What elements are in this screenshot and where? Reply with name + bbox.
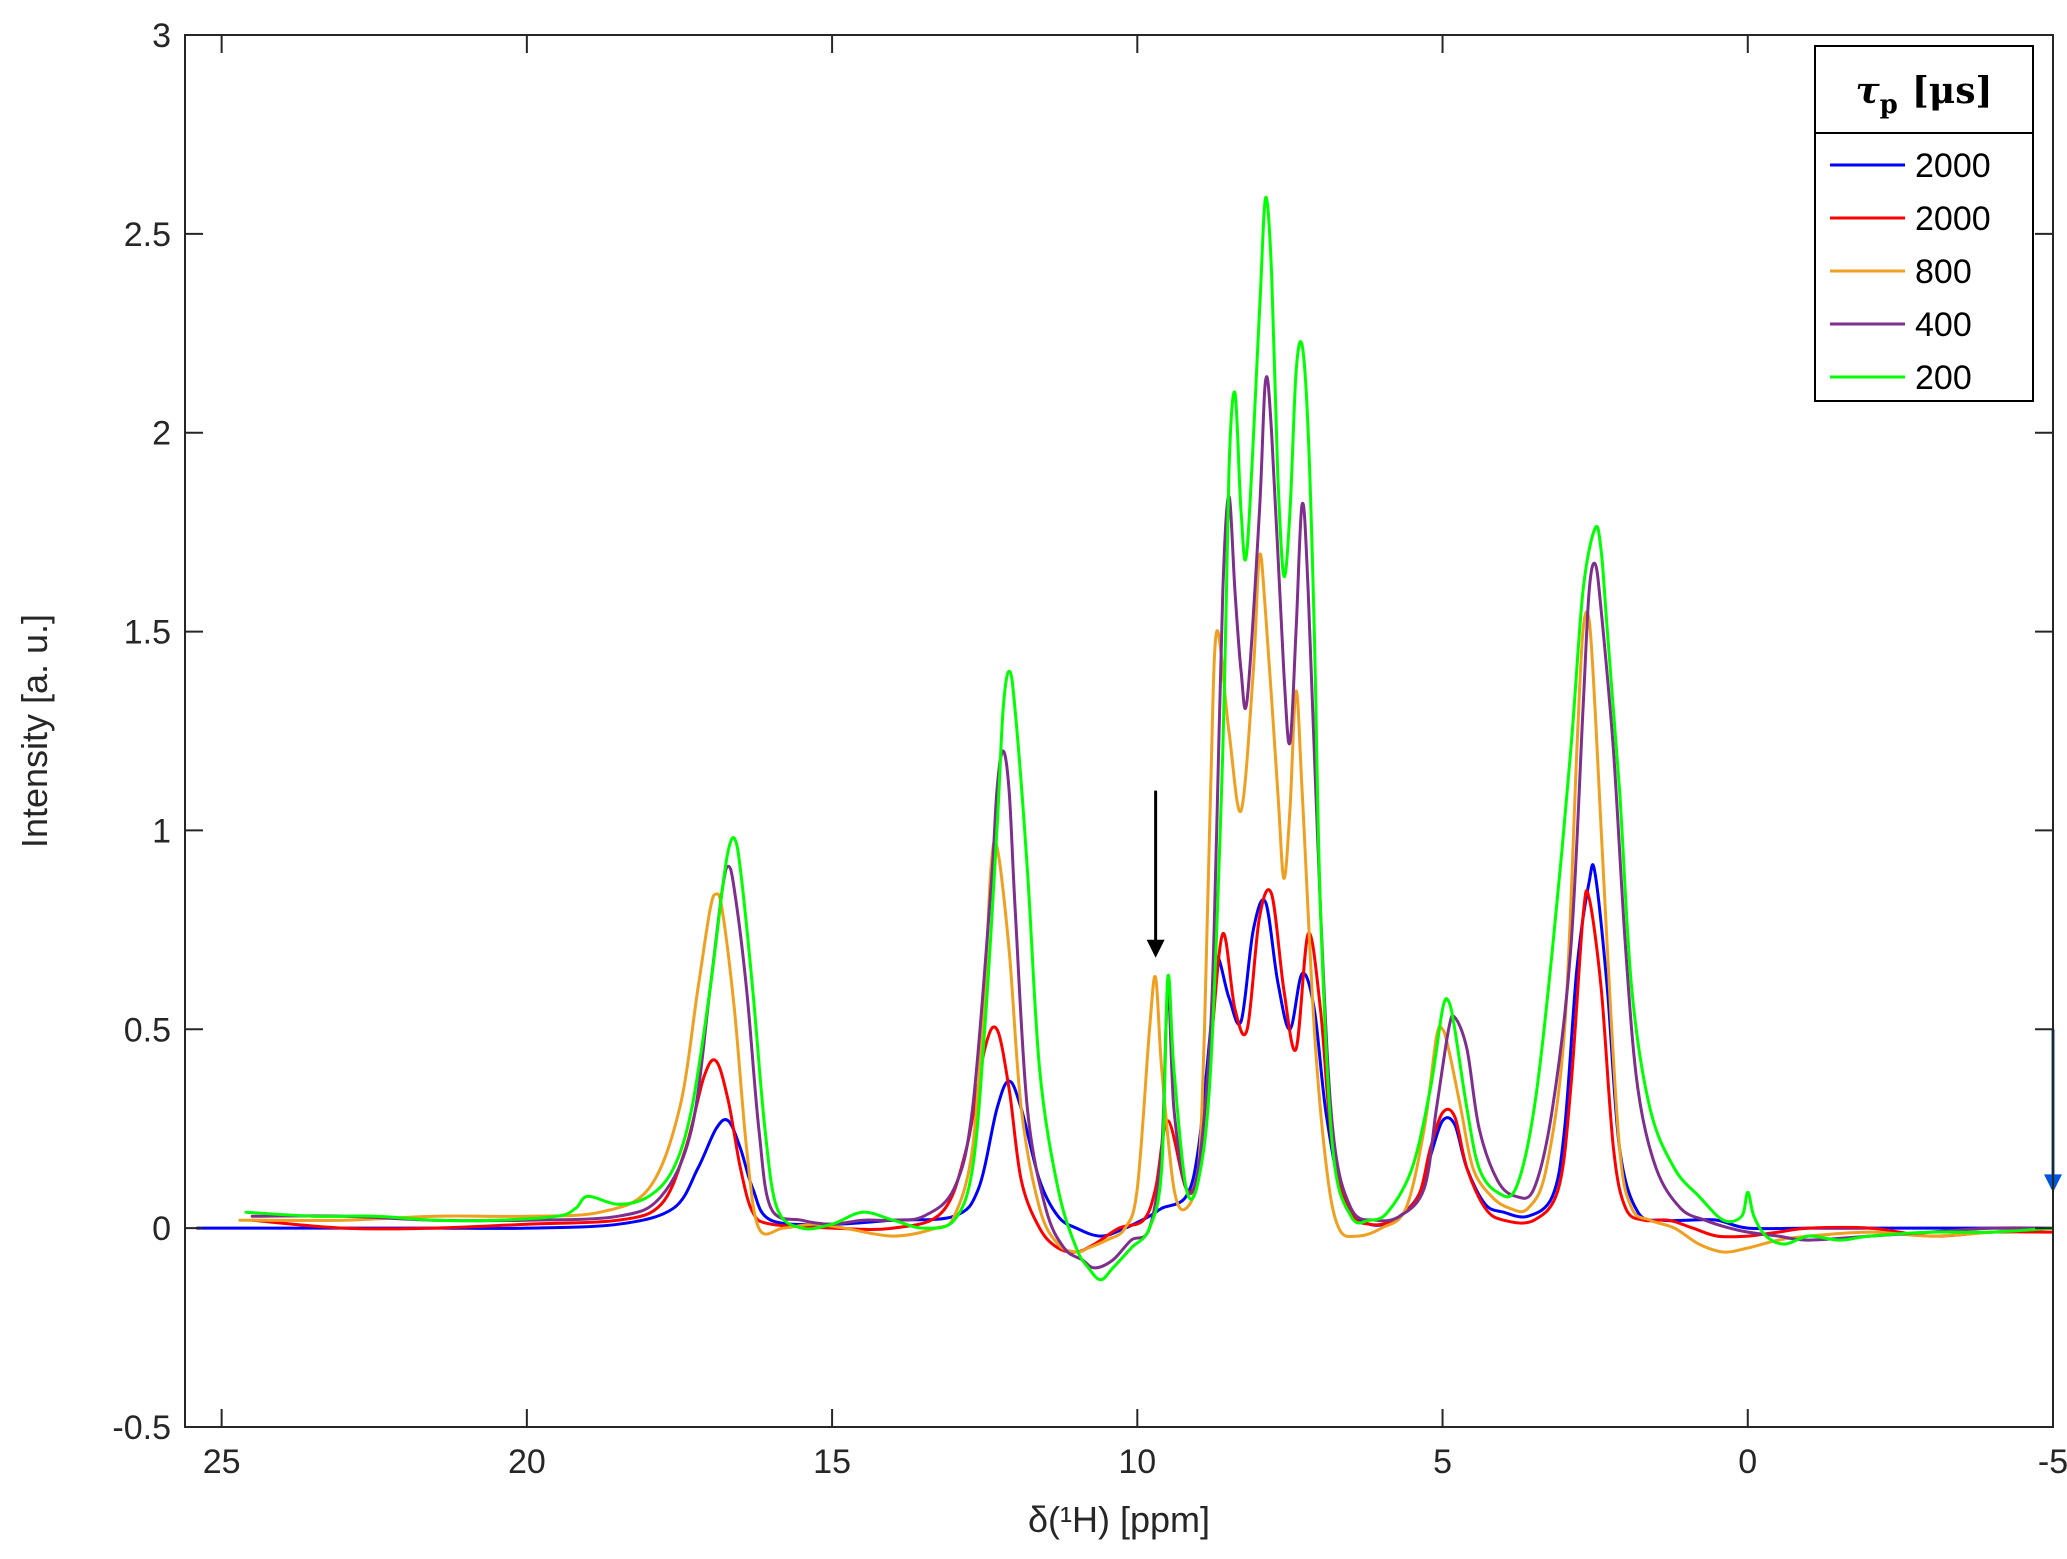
y-tick-label: 3: [152, 17, 171, 55]
x-tick-label: 10: [1118, 1443, 1156, 1481]
legend-label: 400: [1915, 306, 1972, 344]
plot-frame: [184, 34, 2054, 1428]
x-axis: 25 20 15 10 5 0 -5: [203, 35, 2067, 1481]
legend: τp [μs] 2000 2000 800 400 200: [1814, 45, 2034, 402]
y-tick-label: 0: [152, 1210, 171, 1248]
y-tick-label: 2.5: [124, 216, 171, 254]
legend-label: 800: [1915, 253, 1972, 291]
legend-box: [1814, 45, 2034, 402]
x-tick-label: 20: [508, 1443, 546, 1481]
legend-entry-4: 400: [1830, 306, 1972, 344]
legend-title-main: τ: [1855, 70, 1880, 112]
legend-title-unit: [μs]: [1912, 70, 1993, 112]
y-tick-label: 0.5: [124, 1011, 171, 1049]
legend-entries: 2000 2000 800 400 200: [1830, 147, 1991, 397]
x-tick-label: -5: [2038, 1443, 2067, 1481]
legend-title-sub: p: [1880, 90, 1898, 120]
y-axis: -0.5 0 0.5 1 1.5 2 2.5 3: [112, 17, 2053, 1447]
series-layer: [195, 195, 2053, 1282]
legend-entry-5: 200: [1830, 359, 1972, 397]
y-axis-label: Intensity [a. u.]: [14, 614, 55, 848]
y-tick-label: 2: [152, 415, 171, 453]
legend-entry-2: 2000: [1830, 200, 1991, 238]
arrow-head: [1146, 939, 1165, 958]
legend-label: 2000: [1915, 147, 1991, 185]
legend-label: 200: [1915, 359, 1972, 397]
x-tick-label: 25: [203, 1443, 241, 1481]
annotation-arrow-1: [1146, 790, 1165, 958]
series-line-200-5: [244, 195, 2053, 1282]
legend-label: 2000: [1915, 200, 1991, 238]
y-tick-label: -0.5: [112, 1409, 171, 1447]
series-line-2000-2: [250, 888, 2053, 1254]
series-line-800-3: [238, 552, 2053, 1254]
y-tick-label: 1.5: [124, 614, 171, 652]
y-tick-label: 1: [152, 812, 171, 850]
legend-title: τp [μs]: [1855, 70, 1992, 120]
legend-entry-1: 2000: [1830, 147, 1991, 185]
x-tick-label: 0: [1738, 1443, 1757, 1481]
legend-entry-3: 800: [1830, 253, 1972, 291]
x-tick-label: 5: [1433, 1443, 1452, 1481]
plot-area: [185, 35, 2053, 1427]
x-tick-label: 15: [813, 1443, 851, 1481]
x-axis-label: δ(¹H) [ppm]: [1028, 1499, 1210, 1540]
